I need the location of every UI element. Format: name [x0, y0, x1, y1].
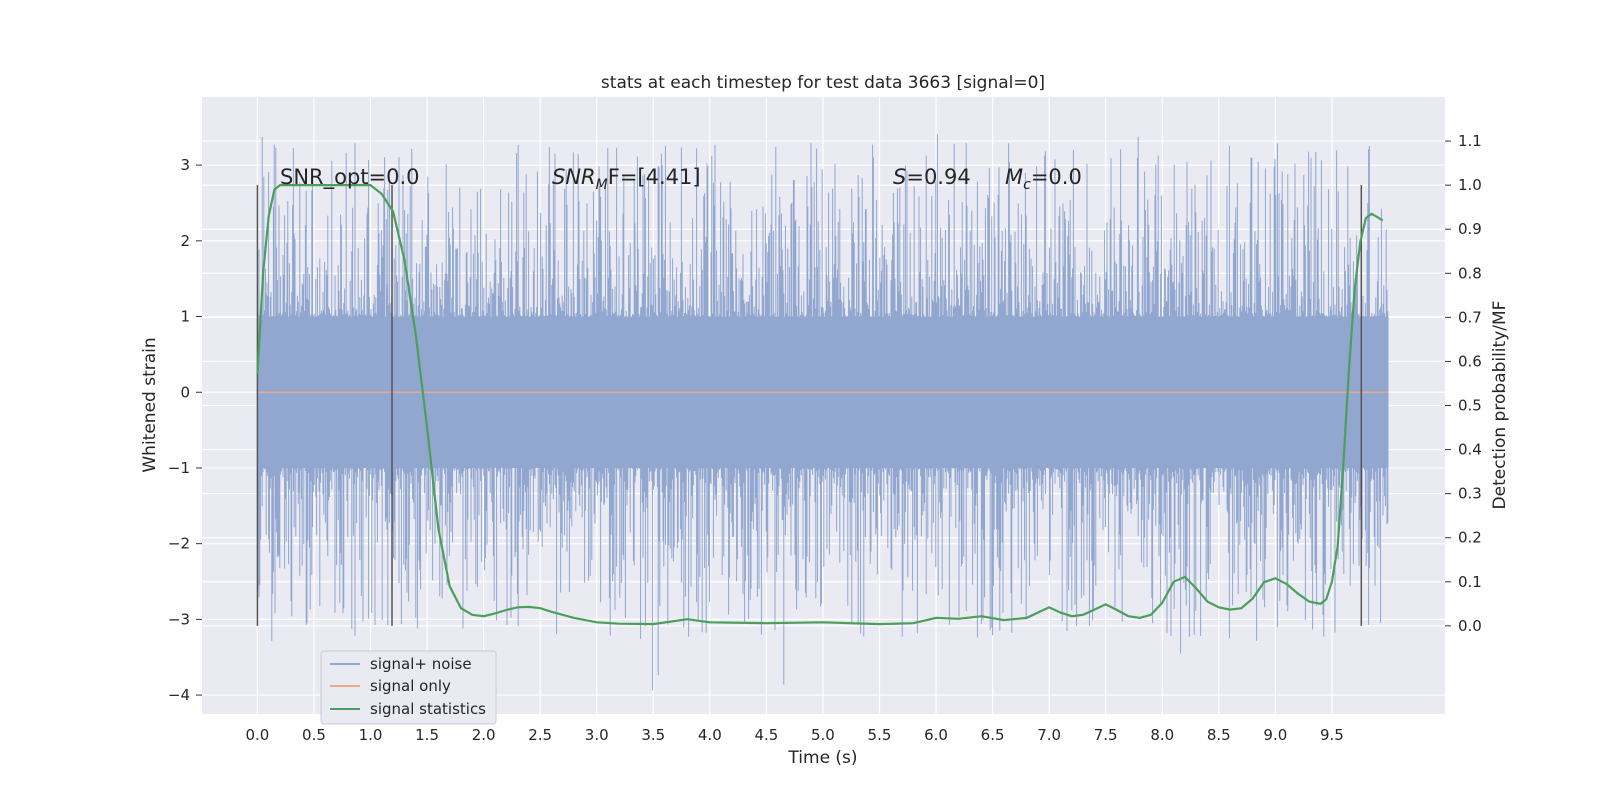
annotation-snr-mf-main: SNR: [552, 165, 596, 189]
annotation-mc-rest: =0.0: [1031, 165, 1082, 189]
annotation-s-rest: =0.94: [906, 165, 970, 189]
legend-label-signal-only: signal only: [370, 677, 451, 695]
y-tick-label: 1: [180, 308, 190, 326]
annotation-mc-main: M: [1005, 165, 1023, 189]
y-tick-label: −1: [168, 459, 190, 477]
legend-box: [320, 650, 497, 725]
x-tick-label: 7.5: [1094, 726, 1118, 744]
annotation-snr-opt: SNR_opt=0.0: [280, 165, 420, 190]
legend-label-signal-noise: signal+ noise: [370, 655, 472, 673]
y-axis-label: Whitened strain: [140, 337, 160, 472]
y2-tick-label: 0.8: [1458, 264, 1482, 282]
x-tick-label: 5.0: [811, 726, 835, 744]
annotation-mc: Mc=0.0: [1005, 165, 1082, 193]
y2-tick-label: 0.1: [1458, 573, 1482, 591]
x-tick-label: 9.5: [1320, 726, 1344, 744]
y2-tick-label: 0.0: [1458, 617, 1482, 635]
x-axis-label: Time (s): [787, 748, 857, 768]
y-axis-ticks: 3 2 1 0 −1 −2 −3 −4: [168, 156, 202, 704]
x-tick-label: 4.0: [698, 726, 722, 744]
y2-tick-label: 1.0: [1458, 176, 1482, 194]
x-axis-ticks: 0.0 0.5 1.0 1.5 2.0 2.5 3.0 3.5 4.0 4.5 5.0 5.5 6.0 6…: [245, 726, 1343, 744]
y2-tick-label: 0.2: [1458, 529, 1482, 547]
y-tick-label: 0: [180, 383, 190, 401]
x-tick-label: 8.0: [1150, 726, 1174, 744]
x-tick-label: 4.5: [754, 726, 778, 744]
legend-label-signal-statistics: signal statistics: [370, 700, 486, 718]
y2-tick-label: 0.9: [1458, 220, 1482, 238]
annotation-snr-mf: SNRMF=[4.41]: [552, 165, 701, 193]
x-tick-label: 5.5: [868, 726, 892, 744]
x-tick-label: 0.5: [302, 726, 326, 744]
y-tick-label: −3: [168, 610, 190, 628]
y2-tick-label: 0.7: [1458, 308, 1482, 326]
x-tick-label: 1.5: [415, 726, 439, 744]
chart-title: stats at each timestep for test data 366…: [601, 73, 1045, 93]
x-tick-label: 0.0: [245, 726, 269, 744]
y-tick-label: −4: [168, 686, 190, 704]
x-tick-label: 3.5: [641, 726, 665, 744]
x-tick-label: 7.0: [1037, 726, 1061, 744]
annotation-snr-mf-rest: F=[4.41]: [608, 165, 701, 189]
y2-tick-label: 0.4: [1458, 441, 1482, 459]
y2-tick-label: 1.1: [1458, 132, 1482, 150]
series-signal-statistics: [256, 184, 1384, 626]
y2-tick-label: 0.6: [1458, 352, 1482, 370]
x-tick-label: 2.0: [472, 726, 496, 744]
legend: signal+ noise signal only signal statist…: [320, 650, 497, 725]
annotation-s-main: S: [893, 165, 906, 189]
y2-axis-label: Detection probability/MF: [1490, 301, 1510, 510]
annotation-s: S=0.94: [893, 165, 971, 189]
x-tick-label: 6.0: [924, 726, 948, 744]
annotation-snr-mf-sub: M: [596, 177, 608, 193]
x-tick-label: 6.5: [981, 726, 1005, 744]
y-tick-label: −2: [168, 535, 190, 553]
x-tick-label: 8.5: [1207, 726, 1231, 744]
y-tick-label: 2: [180, 232, 190, 250]
x-tick-label: 1.0: [359, 726, 383, 744]
vertical-markers: [256, 185, 1363, 626]
y2-tick-label: 0.3: [1458, 485, 1482, 503]
x-tick-label: 9.0: [1263, 726, 1287, 744]
y2-axis-ticks: 1.1 1.0 0.9 0.8 0.7 0.6 0.5 0.4 0.3 0.2 0.1 0.0: [1445, 132, 1482, 635]
x-tick-label: 3.0: [585, 726, 609, 744]
annotation-mc-sub: c: [1023, 177, 1031, 193]
y-tick-label: 3: [180, 156, 190, 174]
x-tick-label: 2.5: [528, 726, 552, 744]
y2-tick-label: 0.5: [1458, 397, 1482, 415]
